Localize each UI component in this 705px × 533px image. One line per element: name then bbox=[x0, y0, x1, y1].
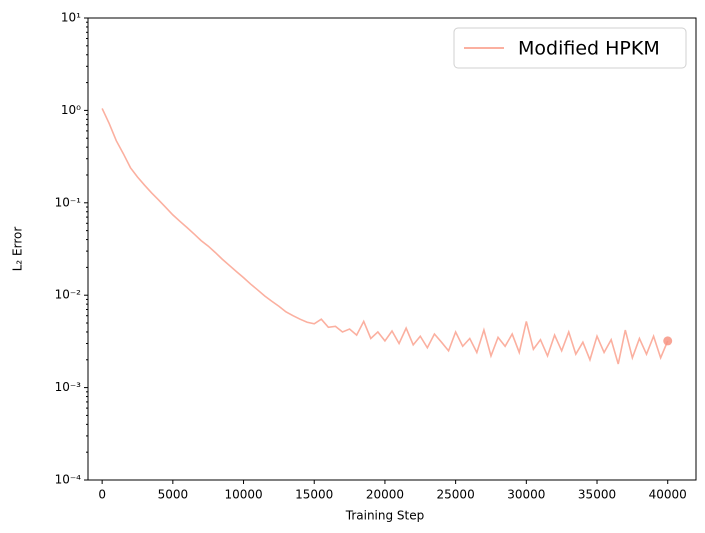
y-tick-label: 10¹ bbox=[61, 11, 81, 25]
end-marker bbox=[663, 336, 673, 346]
x-tick-label: 35000 bbox=[578, 488, 616, 502]
x-tick-label: 20000 bbox=[366, 488, 404, 502]
x-tick-label: 10000 bbox=[224, 488, 262, 502]
x-axis-label: Training Step bbox=[345, 509, 425, 523]
legend-box bbox=[453, 27, 687, 69]
y-tick-label: 10⁻⁴ bbox=[55, 473, 82, 487]
y-tick-label: 10⁻¹ bbox=[55, 195, 82, 209]
x-tick-label: 25000 bbox=[437, 488, 475, 502]
y-tick-label: 10⁰ bbox=[61, 103, 81, 117]
x-tick-label: 0 bbox=[98, 488, 106, 502]
y-axis-label: L₂ Error bbox=[11, 227, 25, 272]
x-tick-label: 30000 bbox=[507, 488, 545, 502]
x-tick-label: 40000 bbox=[649, 488, 687, 502]
y-tick-label: 10⁻² bbox=[55, 288, 82, 302]
plot-frame bbox=[87, 17, 697, 481]
x-tick-label: 15000 bbox=[295, 488, 333, 502]
legend-label: Modified HPKM bbox=[518, 38, 660, 60]
x-tick-label: 5000 bbox=[158, 488, 189, 502]
y-tick-label: 10⁻³ bbox=[55, 380, 82, 394]
line bbox=[101, 108, 669, 365]
